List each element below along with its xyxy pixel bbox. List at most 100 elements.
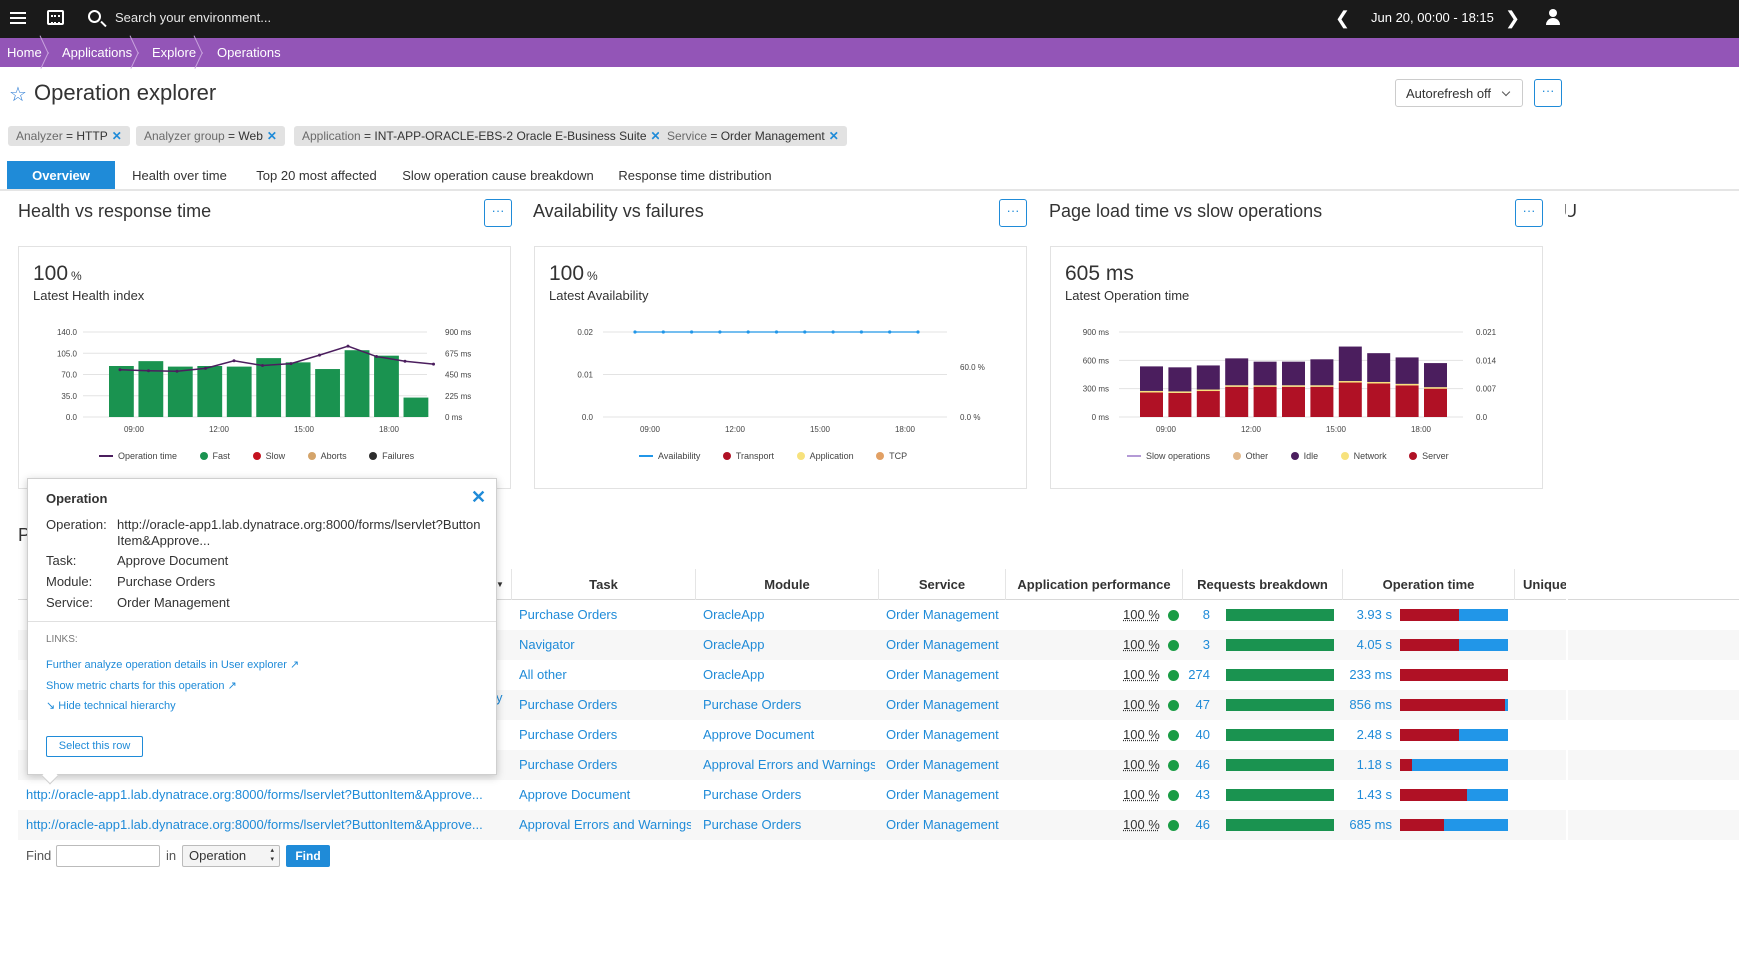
metric-charts-link[interactable]: Show metric charts for this operation ↗ (46, 680, 237, 692)
filter-chip-analyzer-group[interactable]: Analyzer group = Web ✕ (136, 126, 285, 146)
operation-time-value[interactable]: 4.05 s (1356, 637, 1392, 652)
module-link[interactable]: OracleApp (703, 607, 765, 622)
requests-count[interactable]: 47 (1195, 697, 1210, 712)
availability-more-button[interactable]: ··· (999, 199, 1027, 227)
requests-count[interactable]: 46 (1195, 817, 1210, 832)
module-link[interactable]: Purchase Orders (703, 787, 802, 802)
table-row[interactable]: Purchase Orders OracleApp Order Management… (18, 600, 1739, 630)
remove-filter-icon[interactable]: ✕ (650, 129, 661, 143)
app-performance-value[interactable]: 100 % (1123, 697, 1160, 712)
remove-filter-icon[interactable]: ✕ (111, 129, 122, 143)
task-link[interactable]: Purchase Orders (519, 727, 618, 742)
breadcrumb-explore[interactable]: Explore (152, 45, 197, 60)
module-link[interactable]: Approve Document (703, 727, 815, 742)
search-icon[interactable] (88, 10, 101, 23)
operation-time-value[interactable]: 1.43 s (1356, 787, 1392, 802)
filter-chip-service[interactable]: Service = Order Management ✕ (659, 126, 847, 146)
service-link[interactable]: Order Management (886, 817, 999, 832)
operation-link[interactable]: http://oracle-app1.lab.dynatrace.org:800… (26, 787, 483, 802)
filter-chip-application[interactable]: Application = INT-APP-ORACLE-EBS-2 Oracl… (294, 126, 669, 146)
module-link[interactable]: Purchase Orders (703, 697, 802, 712)
environment-icon[interactable] (47, 10, 64, 25)
chevron-right-icon[interactable]: ❯ (1505, 8, 1521, 28)
remove-filter-icon[interactable]: ✕ (828, 129, 839, 143)
page-more-button[interactable]: ··· (1534, 79, 1562, 107)
column-unique[interactable]: Unique (1514, 569, 1574, 600)
tab-response-distribution[interactable]: Response time distribution (607, 161, 783, 190)
find-button[interactable]: Find (286, 845, 330, 867)
table-row[interactable]: All other OracleApp Order Management 100 % 2… (18, 660, 1739, 690)
operation-time-value[interactable]: 685 ms (1349, 817, 1392, 832)
tab-overview[interactable]: Overview (7, 161, 115, 190)
sort-desc-icon[interactable]: ▼ (496, 580, 504, 589)
operation-time-value[interactable]: 3.93 s (1356, 607, 1392, 622)
pageload-chart-card[interactable]: 605 ms Latest Operation time 0 ms 300 ms 6… (1050, 246, 1543, 489)
health-chart-card[interactable]: 100% Latest Health index 0.0 35.0 70.0 105.… (18, 246, 511, 489)
task-link[interactable]: Purchase Orders (519, 757, 618, 772)
service-link[interactable]: Order Management (886, 727, 999, 742)
operation-time-value[interactable]: 233 ms (1349, 667, 1392, 682)
column-module[interactable]: Module (695, 569, 878, 600)
service-link[interactable]: Order Management (886, 607, 999, 622)
filter-chip-analyzer[interactable]: Analyzer = HTTP ✕ (8, 126, 130, 146)
requests-count[interactable]: 46 (1195, 757, 1210, 772)
breadcrumb-applications[interactable]: Applications (62, 45, 133, 60)
operation-time-value[interactable]: 1.18 s (1356, 757, 1392, 772)
requests-count[interactable]: 43 (1195, 787, 1210, 802)
service-link[interactable]: Order Management (886, 787, 999, 802)
app-performance-value[interactable]: 100 % (1123, 787, 1160, 802)
hide-hierarchy-link[interactable]: ↘ Hide technical hierarchy (46, 700, 176, 712)
availability-chart[interactable]: 0.0 0.01 0.02 0.0 % 60.0 % 09:00 12:00 15:00 18:… (535, 317, 1028, 447)
tab-top-20[interactable]: Top 20 most affected (244, 161, 389, 190)
operation-link[interactable]: http://oracle-app1.lab.dynatrace.org:800… (26, 817, 483, 832)
requests-count[interactable]: 3 (1202, 637, 1210, 652)
operation-time-value[interactable]: 856 ms (1349, 697, 1392, 712)
column-requests-breakdown[interactable]: Requests breakdown (1182, 569, 1342, 600)
service-link[interactable]: Order Management (886, 667, 999, 682)
timeframe-selector[interactable]: Jun 20, 00:00 - 18:15 (1371, 10, 1494, 25)
operation-time-value[interactable]: 2.48 s (1356, 727, 1392, 742)
app-performance-value[interactable]: 100 % (1123, 817, 1160, 832)
menu-icon[interactable] (10, 9, 26, 27)
pageload-more-button[interactable]: ··· (1515, 199, 1543, 227)
star-icon[interactable]: ☆ (9, 84, 27, 106)
app-performance-value[interactable]: 100 % (1123, 757, 1160, 772)
health-more-button[interactable]: ··· (484, 199, 512, 227)
app-performance-value[interactable]: 100 % (1123, 607, 1160, 622)
table-row[interactable]: Purchase Orders Approve Document Order Man… (18, 720, 1739, 750)
breadcrumb-operations[interactable]: Operations (217, 45, 281, 60)
column-operation-time[interactable]: Operation time (1342, 569, 1514, 600)
module-link[interactable]: OracleApp (703, 637, 765, 652)
table-row[interactable]: http://oracle-app1.lab.dynatrace.org:800… (18, 780, 1739, 810)
close-icon[interactable]: ✕ (471, 487, 487, 507)
task-link[interactable]: Navigator (519, 637, 575, 652)
search-input[interactable]: Search your environment... (115, 10, 272, 25)
task-link[interactable]: All other (519, 667, 567, 682)
health-chart[interactable]: 0.0 35.0 70.0 105.0 140.0 0 ms 225 ms 450 ms 675… (19, 317, 512, 447)
column-app-performance[interactable]: Application performance (1005, 569, 1182, 600)
app-performance-value[interactable]: 100 % (1123, 667, 1160, 682)
service-link[interactable]: Order Management (886, 637, 999, 652)
select-row-button[interactable]: Select this row (46, 736, 143, 757)
module-link[interactable]: Purchase Orders (703, 817, 802, 832)
module-link[interactable]: OracleApp (703, 667, 765, 682)
tab-slow-breakdown[interactable]: Slow operation cause breakdown (392, 161, 604, 190)
task-link[interactable]: Approve Document (519, 787, 631, 802)
table-row[interactable]: http://oracle-app1.lab.dynatrace.org:800… (18, 810, 1739, 840)
app-performance-value[interactable]: 100 % (1123, 637, 1160, 652)
column-service[interactable]: Service (878, 569, 1005, 600)
chevron-left-icon[interactable]: ❮ (1335, 8, 1351, 28)
autorefresh-dropdown[interactable]: Autorefresh off (1395, 79, 1523, 107)
breadcrumb-home[interactable]: Home (7, 45, 42, 60)
task-link[interactable]: Approval Errors and Warnings (519, 817, 691, 832)
find-input[interactable] (56, 845, 160, 867)
column-task[interactable]: Task (511, 569, 695, 600)
task-link[interactable]: Purchase Orders (519, 607, 618, 622)
requests-count[interactable]: 40 (1195, 727, 1210, 742)
service-link[interactable]: Order Management (886, 757, 999, 772)
find-field-select[interactable]: Operation (182, 845, 280, 867)
app-performance-value[interactable]: 100 % (1123, 727, 1160, 742)
tab-health-over-time[interactable]: Health over time (118, 161, 241, 190)
remove-filter-icon[interactable]: ✕ (266, 129, 277, 143)
service-link[interactable]: Order Management (886, 697, 999, 712)
